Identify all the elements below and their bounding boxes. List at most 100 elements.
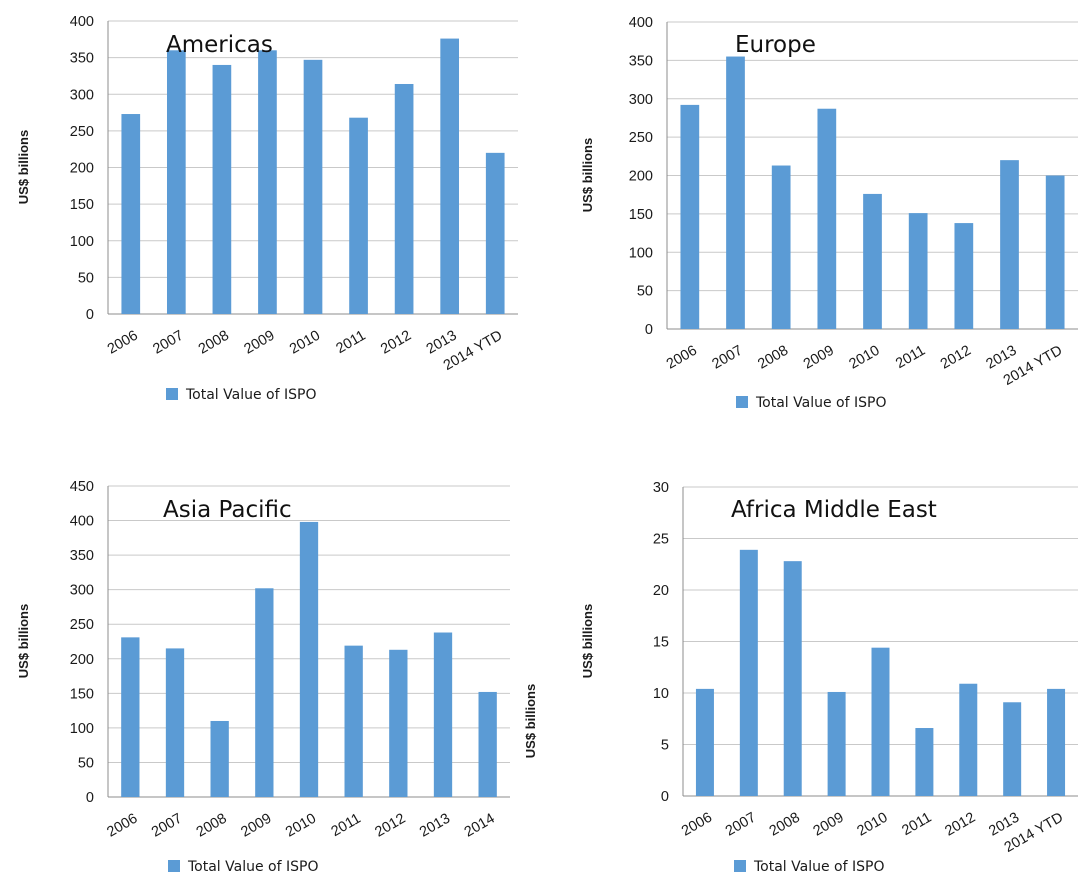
x-tick-label: 2011 [899, 810, 934, 839]
bar-africa-middle-east-2009 [827, 691, 846, 796]
y-tick-label: 15 [653, 635, 669, 651]
y-tick-label: 450 [70, 479, 94, 495]
x-tick-label: 2007 [710, 343, 746, 373]
x-tick-label: 2008 [767, 810, 803, 840]
y-tick-label: 50 [637, 284, 653, 300]
legend-swatch [166, 388, 178, 400]
chart-title: Asia Pacific [163, 497, 292, 523]
bar-europe-2012 [954, 223, 974, 329]
x-tick-label: 2007 [149, 811, 185, 841]
x-tick-label: 2007 [723, 810, 759, 840]
legend-label: Total Value of ISPO [187, 859, 318, 875]
bar-europe-2009 [817, 108, 837, 329]
x-tick-label: 2008 [194, 811, 230, 841]
y-tick-label: 150 [70, 686, 94, 702]
bar-africa-middle-east-2011 [915, 728, 934, 796]
x-tick-label: 2007 [150, 328, 186, 358]
y-tick-label: 350 [629, 53, 653, 69]
y-tick-label: 400 [629, 15, 653, 31]
bar-europe-2010 [863, 193, 882, 329]
bar-asia-pacific-2010 [299, 521, 319, 797]
chart-africa-middle-east: 0 5 10 15 20 25 30 2006 2007 2008 2009 2010 2011 2012… [580, 480, 1078, 875]
y-tick-label: 400 [70, 14, 94, 30]
legend-label: Total Value of ISPO [755, 395, 886, 411]
bar-europe-2013 [1000, 160, 1019, 329]
y-tick-label: 0 [86, 307, 94, 323]
x-tick-label: 2008 [755, 343, 791, 373]
x-tick-label: 2011 [334, 328, 369, 357]
y-tick-label: 0 [86, 790, 94, 806]
x-tick-label: 2008 [196, 328, 232, 358]
legend-swatch [736, 396, 748, 408]
y-tick-label: 250 [70, 617, 94, 633]
y-tick-label: 50 [78, 270, 94, 286]
y-tick-label: 300 [629, 92, 653, 108]
bar-asia-pacific-2014 [478, 691, 497, 797]
bar-africa-middle-east-2008 [783, 561, 802, 796]
y-tick-label: 100 [70, 234, 94, 250]
x-tick-label: 2009 [801, 343, 837, 373]
x-tick-label: 2006 [679, 810, 715, 840]
y-tick-label: 100 [70, 721, 94, 737]
bar-asia-pacific-2009 [255, 588, 274, 797]
legend: Total Value of ISPO [736, 395, 886, 411]
bar-africa-middle-east-2006 [695, 688, 714, 796]
y-tick-label: 30 [653, 480, 669, 496]
x-tick-label: 2010 [287, 328, 323, 358]
x-tick-label: 2006 [104, 811, 140, 841]
x-tick-label: 2010 [847, 343, 883, 373]
y-tick-label: 20 [653, 583, 669, 599]
y-tick-label: 150 [629, 207, 653, 223]
y-tick-label: 200 [70, 161, 94, 177]
bar-europe-2011 [908, 213, 928, 329]
legend-label: Total Value of ISPO [185, 387, 316, 403]
y-tick-label: 300 [70, 583, 94, 599]
bar-americas-2014-ytd [485, 152, 505, 314]
y-axis-title: US$ billions [580, 138, 595, 212]
y-tick-label: 100 [629, 245, 653, 261]
bar-africa-middle-east-2013 [1003, 702, 1022, 796]
y-tick-label: 300 [70, 87, 94, 103]
legend-swatch [734, 860, 746, 872]
y-tick-label: 200 [70, 652, 94, 668]
y-axis-title: US$ billions [16, 604, 31, 678]
x-tick-label: 2014 [462, 811, 498, 841]
y-tick-label: 400 [70, 514, 94, 530]
bar-americas-2012 [394, 83, 414, 315]
bar-africa-middle-east-2012 [959, 683, 978, 796]
x-tick-label: 2009 [811, 810, 847, 840]
bar-europe-2006 [680, 104, 700, 329]
x-tick-label: 2006 [105, 328, 141, 358]
chart-americas: 0 50 100 150 200 250 300 350 400 2006 2007 2008 2009… [16, 14, 518, 403]
x-tick-label: 2009 [242, 328, 278, 358]
chart-title: Africa Middle East [731, 497, 937, 523]
x-tick-label: 2009 [238, 811, 274, 841]
bar-americas-2007 [166, 50, 186, 315]
y-axis-title: US$ billions [16, 130, 31, 204]
y-tick-label: 350 [70, 548, 94, 564]
chart-title: Europe [735, 32, 816, 58]
bar-asia-pacific-2006 [121, 637, 140, 797]
legend: Total Value of ISPO [168, 859, 318, 875]
bar-asia-pacific-2007 [165, 648, 185, 797]
x-tick-label: 2012 [938, 343, 974, 373]
bar-europe-2014-ytd [1045, 175, 1065, 329]
bar-africa-middle-east-2010 [871, 647, 890, 796]
y-tick-label: 0 [645, 322, 653, 338]
y-axis-title: US$ billions [580, 604, 595, 678]
bar-asia-pacific-2013 [433, 632, 453, 797]
bar-asia-pacific-2012 [389, 649, 408, 797]
legend: Total Value of ISPO [166, 387, 316, 403]
y-tick-label: 25 [653, 532, 669, 548]
x-tick-label: 2006 [664, 343, 700, 373]
bar-americas-2006 [121, 114, 141, 314]
y-tick-label: 250 [70, 124, 94, 140]
legend: Total Value of ISPO [734, 859, 884, 875]
x-tick-label: 2010 [855, 810, 891, 840]
y-axis-title-secondary: US$ billions [523, 684, 538, 758]
bar-europe-2008 [771, 165, 791, 329]
x-tick-label: 2010 [283, 811, 319, 841]
y-tick-label: 10 [653, 686, 669, 702]
y-tick-label: 50 [78, 755, 94, 771]
